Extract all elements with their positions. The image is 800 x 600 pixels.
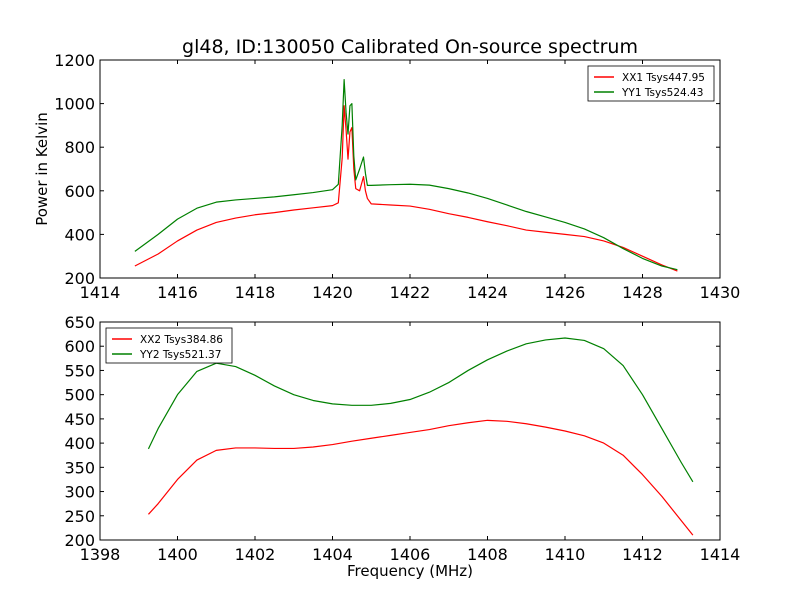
x-tick-label: 1414 <box>80 283 121 302</box>
x-tick-label: 1402 <box>235 545 276 564</box>
x-tick-label: 1398 <box>80 545 121 564</box>
y-tick-label: 600 <box>64 182 95 201</box>
x-tick-label: 1412 <box>622 545 663 564</box>
y-tick-label: 400 <box>64 434 95 453</box>
y-tick-label: 800 <box>64 138 95 157</box>
y-tick-label: 1000 <box>54 95 95 114</box>
x-tick-label: 1410 <box>545 545 586 564</box>
y-tick-label: 550 <box>64 361 95 380</box>
y-tick-label: 300 <box>64 483 95 502</box>
y-tick-label: 400 <box>64 225 95 244</box>
top-panel: 1414 1416 1418 1420 1422 1424 1426 1428 1430 200 4… <box>33 51 740 302</box>
x-tick-label: 1408 <box>467 545 508 564</box>
y-tick-label: 650 <box>64 313 95 332</box>
x-tick-label: 1424 <box>467 283 508 302</box>
series-line-2-2 <box>147 337 694 483</box>
legend-label: XX2 Tsys384.86 <box>140 334 223 346</box>
legend: XX2 Tsys384.86 YY2 Tsys521.37 <box>105 327 233 364</box>
series-line-1-2 <box>134 79 678 271</box>
legend-box <box>105 327 233 364</box>
x-tick-label: 1426 <box>545 283 586 302</box>
y-tick-label: 250 <box>64 507 95 526</box>
x-tick-label: 1406 <box>390 545 431 564</box>
x-tick-label: 1414 <box>700 545 741 564</box>
legend: XX1 Tsys447.95 YY1 Tsys524.43 <box>587 65 715 102</box>
x-axis-label: Frequency (MHz) <box>347 562 473 580</box>
x-tick-label: 1428 <box>622 283 663 302</box>
y-tick-label: 200 <box>64 269 95 288</box>
bottom-panel: 1398 1400 1402 1404 1406 1408 1410 1412 1414 200 2… <box>64 313 740 580</box>
x-tick-label: 1418 <box>235 283 276 302</box>
x-tick-label: 1404 <box>312 545 353 564</box>
x-tick-label: 1422 <box>390 283 431 302</box>
legend-label: XX1 Tsys447.95 <box>622 72 705 84</box>
y-tick-label: 1200 <box>54 51 95 70</box>
y-tick-label: 600 <box>64 337 95 356</box>
x-tick-label: 1430 <box>700 283 741 302</box>
legend-label: YY1 Tsys524.43 <box>621 87 703 99</box>
series-line-2-1 <box>147 419 694 536</box>
y-tick-label: 200 <box>64 531 95 550</box>
x-tick-label: 1420 <box>312 283 353 302</box>
x-tick-label: 1416 <box>157 283 198 302</box>
y-tick-label: 450 <box>64 410 95 429</box>
chart-title: gl48, ID:130050 Calibrated On-source spe… <box>182 36 638 58</box>
y-axis-label: Power in Kelvin <box>33 112 51 226</box>
x-tick-label: 1400 <box>157 545 198 564</box>
legend-label: YY2 Tsys521.37 <box>139 349 221 361</box>
y-tick-label: 500 <box>64 386 95 405</box>
series-line-1-1 <box>134 105 678 272</box>
y-tick-label: 350 <box>64 458 95 477</box>
legend-box <box>587 65 715 102</box>
